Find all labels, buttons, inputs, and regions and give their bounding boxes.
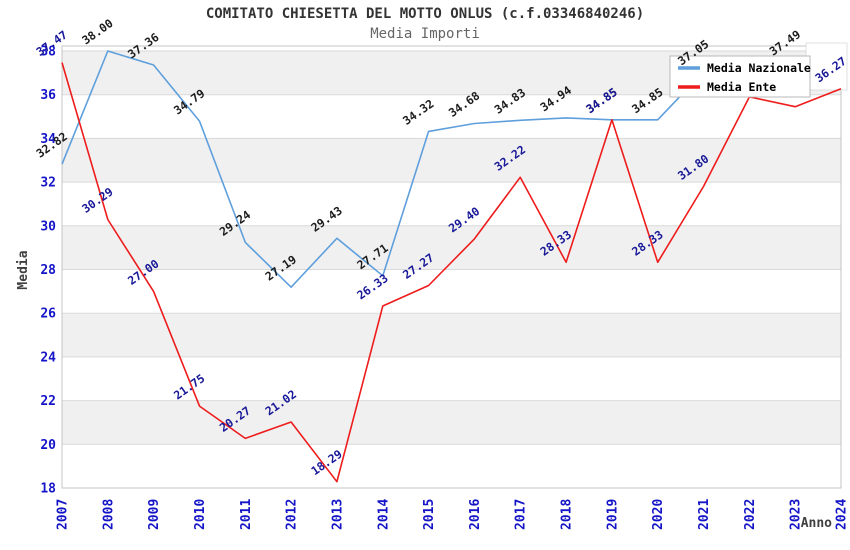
legend-box <box>669 55 811 98</box>
y-tick-label: 22 <box>40 394 56 409</box>
legend-item-media-nazionale: Media Nazionale <box>707 61 811 75</box>
plot-band <box>62 400 841 445</box>
media-ente-line <box>61 62 842 483</box>
x-tick-label: 2007 <box>56 499 71 530</box>
chart-subtitle: Media Importi <box>370 26 480 42</box>
plot-band <box>62 313 841 357</box>
y-tick-label: 24 <box>40 350 56 365</box>
y-tick-label: 18 <box>40 482 56 497</box>
x-tick-label: 2017 <box>514 499 529 530</box>
value-label: 34.32 <box>400 96 436 127</box>
value-label: 38.00 <box>79 16 115 47</box>
y-tick-label: 32 <box>40 176 56 191</box>
x-axis-title: Anno <box>801 516 832 531</box>
plot-border <box>61 45 842 489</box>
y-tick-label: 20 <box>40 438 56 453</box>
value-label: 30.29 <box>79 185 115 216</box>
value-label: 26.33 <box>354 271 390 302</box>
y-tick-label: 36 <box>40 88 56 103</box>
chart-title: COMITATO CHIESETTA DEL MOTTO ONLUS (c.f.… <box>205 6 645 22</box>
x-tick-label: 2011 <box>239 499 254 530</box>
x-tick-label: 2015 <box>422 499 437 530</box>
legend-item-media-ente: Media Ente <box>707 80 776 94</box>
y-tick-label: 34 <box>40 132 56 147</box>
x-tick-label: 2020 <box>651 499 666 530</box>
x-tick-label: 2021 <box>697 499 712 530</box>
value-label: 21.75 <box>171 371 207 402</box>
x-tick-label: 2019 <box>605 499 620 530</box>
x-tick-label: 2018 <box>560 499 575 530</box>
x-tick-label: 2022 <box>743 499 758 530</box>
y-tick-label: 38 <box>40 45 56 60</box>
x-tick-label: 2024 <box>835 499 850 530</box>
plot-band <box>62 138 841 183</box>
y-tick-label: 26 <box>40 307 56 322</box>
y-tick-label: 28 <box>40 263 56 278</box>
x-tick-label: 2014 <box>376 499 391 530</box>
legend: Media Nazionale Media Ente <box>669 55 811 98</box>
y-tick-label: 30 <box>40 219 56 234</box>
media-nazionale-line <box>61 50 796 289</box>
x-tick-label: 2012 <box>285 499 300 530</box>
y-axis-title: Media <box>16 250 31 289</box>
x-tick-label: 2010 <box>193 499 208 530</box>
x-tick-label: 2016 <box>468 499 483 530</box>
x-tick-label: 2008 <box>101 499 116 530</box>
x-tick-label: 2009 <box>147 499 162 530</box>
x-tick-label: 2013 <box>330 499 345 530</box>
x-tick-label: 2023 <box>789 499 804 530</box>
